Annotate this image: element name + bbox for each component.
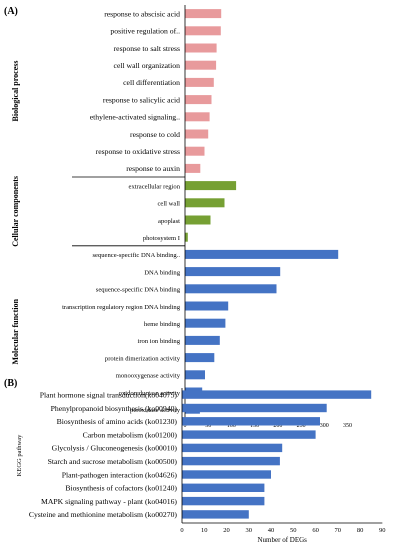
kegg-bar-8 [182,496,265,506]
category-label: peroxidase activity [130,407,181,414]
bar-mf-4 [185,318,226,328]
category-label: DNA binding [144,269,180,276]
x-tick-label-50: 50 [205,423,211,429]
kegg-x-axis-title: Number of DEGs [258,536,308,544]
kegg-x-tick-label-30: 30 [246,527,253,534]
category-label: response to auxin [126,164,180,173]
kegg-x-tick-label-40: 40 [268,527,275,534]
kegg-bar-5 [182,456,280,466]
kegg-category-label: Phenylpropanoid biosynthesis (ko00940) [51,404,178,413]
category-label: cell differentiation [123,78,180,87]
category-label: apoplast [158,218,180,225]
category-label: protein dimerization activity [105,355,181,362]
kegg-category-label: Starch and sucrose metabolism (ko00500) [48,457,178,466]
category-label: response to salt stress [114,44,180,53]
kegg-x-tick-label-70: 70 [335,527,342,534]
bar-bp-2 [185,43,217,53]
panel-b-label: (B) [4,378,17,389]
category-label: ethylene-activated signaling.. [90,113,180,122]
kegg-bar-6 [182,470,271,479]
panel-a-label: (A) [4,6,18,17]
category-label: sequence-specific DNA binding.. [92,252,180,259]
x-tick-label-300: 300 [320,423,329,429]
bar-mf-2 [185,284,277,294]
kegg-x-tick-label-90: 90 [379,527,386,534]
kegg-bar-0 [182,390,372,399]
kegg-bar-4 [182,443,283,453]
bar-bp-6 [185,112,210,122]
category-label: oxidoreductase activity [119,390,181,397]
group-title: Biological process [11,61,20,122]
x-tick-label-350: 350 [343,423,352,429]
kegg-x-tick-label-50: 50 [290,527,297,534]
bar-cc-0 [185,181,237,191]
kegg-category-label: Glycolysis / Gluconeogenesis (ko00010) [52,444,178,453]
bar-bp-8 [185,146,205,156]
category-label: extracellular region [129,183,181,190]
bar-bp-9 [185,163,201,173]
bar-mf-1 [185,267,281,277]
category-label: photosystem I [143,235,180,242]
category-label: transcription regulatory region DNA bind… [62,304,181,311]
x-tick-label-0: 0 [184,423,187,429]
kegg-bar-7 [182,483,265,492]
category-label: heme binding [144,321,181,328]
bar-bp-1 [185,26,221,36]
kegg-category-label: Plant-pathogen interaction (ko04626) [62,470,178,479]
bar-mf-3 [185,301,229,311]
bar-cc-1 [185,198,225,208]
bar-mf-7 [185,370,205,380]
kegg-bar-9 [182,510,249,519]
bar-mf-5 [185,335,220,345]
x-tick-label-100: 100 [227,423,236,429]
group-title: Cellular components [11,176,20,247]
bar-cc-3 [185,232,188,242]
category-label: response to oxidative stress [96,147,180,156]
kegg-x-tick-label-60: 60 [312,527,319,534]
category-label: cell wall organization [114,61,181,70]
kegg-category-label: MAPK signaling pathway - plant (ko04016) [41,497,177,506]
category-label: iron ion binding [138,338,181,345]
category-label: cell wall [157,201,180,208]
x-tick-label-150: 150 [250,423,259,429]
bar-mf-0 [185,249,339,259]
x-tick-label-250: 250 [297,423,306,429]
bar-bp-3 [185,60,217,70]
kegg-category-label: Cysteine and methionine metabolism (ko00… [29,510,178,519]
category-label: response to salicylic acid [103,95,180,104]
bar-bp-0 [185,9,222,19]
category-label: positive regulation of.. [110,27,180,36]
kegg-category-label: Biosynthesis of amino acids (ko01230) [57,417,178,426]
x-tick-label-200: 200 [273,423,282,429]
kegg-bar-2 [182,417,320,426]
bar-bp-5 [185,95,212,105]
kegg-category-label: Plant hormone signal transduction(ko0407… [40,390,178,399]
category-label: sequence-specific DNA binding [96,287,181,294]
kegg-x-tick-label-80: 80 [357,527,364,534]
group-title: Molecular function [11,299,20,365]
category-label: response to abscisic acid [104,9,180,18]
kegg-y-axis-title: KEGG pathway [16,434,23,476]
kegg-bar-3 [182,430,316,439]
kegg-x-tick-label-0: 0 [180,527,183,534]
kegg-category-label: Carbon metabolism (ko01200) [83,430,178,439]
kegg-x-tick-label-20: 20 [223,527,230,534]
kegg-category-label: Biosynthesis of cofactors (ko01240) [65,484,177,493]
category-label: response to cold [130,130,180,139]
kegg-bar-1 [182,403,327,413]
bar-bp-4 [185,77,214,87]
kegg-x-tick-label-10: 10 [201,527,208,534]
category-label: monooxygenase activity [116,373,181,380]
bar-cc-2 [185,215,211,225]
bar-bp-7 [185,129,209,139]
bar-mf-6 [185,353,215,363]
